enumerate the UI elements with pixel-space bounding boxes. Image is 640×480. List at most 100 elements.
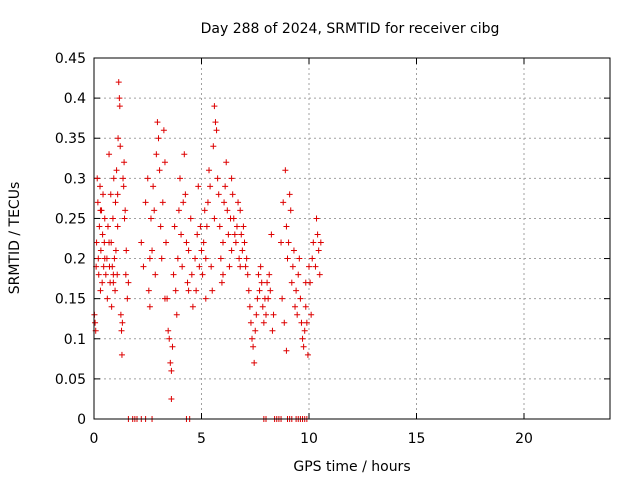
data-point xyxy=(283,347,290,354)
data-point xyxy=(265,295,272,302)
data-point xyxy=(183,239,190,246)
data-point xyxy=(285,239,292,246)
data-point xyxy=(222,183,229,190)
data-point xyxy=(185,287,192,294)
data-point xyxy=(117,143,124,150)
data-point xyxy=(218,279,225,286)
data-point xyxy=(245,287,252,294)
data-point xyxy=(158,255,165,262)
data-point xyxy=(146,255,153,262)
data-point xyxy=(169,343,176,350)
data-point xyxy=(161,159,168,166)
data-point xyxy=(94,175,101,182)
y-tick-label: 0.45 xyxy=(55,51,86,67)
data-point xyxy=(106,239,113,246)
y-tick-label: 0.4 xyxy=(64,91,86,107)
data-point xyxy=(121,159,128,166)
data-point xyxy=(208,263,215,270)
data-point xyxy=(225,231,232,238)
data-point xyxy=(152,271,159,278)
data-point xyxy=(172,287,179,294)
data-point xyxy=(112,199,119,206)
data-point xyxy=(120,183,127,190)
data-point xyxy=(95,271,102,278)
data-point xyxy=(290,247,297,254)
data-point xyxy=(188,271,195,278)
data-point xyxy=(100,191,107,198)
data-point xyxy=(252,327,259,334)
data-point xyxy=(286,191,293,198)
data-point xyxy=(308,311,315,318)
data-point xyxy=(299,335,306,342)
data-point xyxy=(279,295,286,302)
data-point xyxy=(215,191,222,198)
data-point xyxy=(237,263,244,270)
data-point xyxy=(302,303,309,310)
y-axis-ticks: 0 0.05 0.1 0.15 0.2 0.25 0.3 0.35 0.4 0.45 xyxy=(55,51,610,428)
data-point xyxy=(94,199,101,206)
data-point xyxy=(197,223,204,230)
data-point xyxy=(206,167,213,174)
data-point xyxy=(242,263,249,270)
data-point xyxy=(287,207,294,214)
data-point xyxy=(104,295,111,302)
x-tick-label: 10 xyxy=(300,431,318,447)
data-point xyxy=(112,287,119,294)
data-point xyxy=(302,279,309,286)
grid-lines xyxy=(94,58,610,419)
data-point xyxy=(228,175,235,182)
data-point xyxy=(212,119,219,126)
data-point xyxy=(92,319,99,326)
data-point xyxy=(145,287,152,294)
data-point xyxy=(101,255,108,262)
data-point xyxy=(317,239,324,246)
data-point xyxy=(125,279,132,286)
data-point xyxy=(114,191,121,198)
data-point xyxy=(295,271,302,278)
data-point xyxy=(247,319,254,326)
data-point xyxy=(166,335,173,342)
data-point xyxy=(254,295,261,302)
data-point xyxy=(251,359,258,366)
data-point xyxy=(210,143,217,150)
data-point xyxy=(256,287,263,294)
data-point xyxy=(163,239,170,246)
data-point xyxy=(181,151,188,158)
data-point xyxy=(260,319,267,326)
data-point xyxy=(195,183,202,190)
data-point xyxy=(257,263,264,270)
data-point xyxy=(202,255,209,262)
data-point xyxy=(226,263,233,270)
x-axis-label: GPS time / hours xyxy=(293,459,410,475)
data-point xyxy=(113,167,120,174)
data-point xyxy=(170,271,177,278)
data-point xyxy=(224,207,231,214)
data-point xyxy=(240,223,247,230)
chart-title: Day 288 of 2024, SRMTID for receiver cib… xyxy=(201,21,500,37)
data-point xyxy=(100,263,107,270)
data-point xyxy=(216,223,223,230)
data-point xyxy=(220,239,226,246)
data-point xyxy=(156,167,163,174)
data-point xyxy=(122,207,129,214)
data-point xyxy=(177,175,183,182)
data-point xyxy=(185,247,192,254)
data-point xyxy=(298,319,305,326)
x-axis-ticks: 0 5 10 15 20 xyxy=(90,58,533,447)
data-point xyxy=(102,271,109,278)
data-point xyxy=(211,103,218,110)
data-points xyxy=(91,79,324,422)
data-point xyxy=(233,223,240,230)
data-point xyxy=(108,303,115,310)
data-point xyxy=(121,215,128,222)
data-point xyxy=(171,223,178,230)
data-point xyxy=(107,191,114,198)
data-point xyxy=(263,311,269,318)
data-point xyxy=(151,207,158,214)
data-point xyxy=(115,135,122,142)
data-point xyxy=(310,239,317,246)
data-point xyxy=(304,351,311,358)
data-point xyxy=(101,215,108,222)
data-point xyxy=(211,215,218,222)
